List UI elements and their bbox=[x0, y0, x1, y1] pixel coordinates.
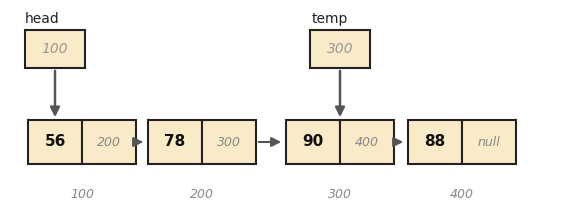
Text: 300: 300 bbox=[217, 135, 241, 148]
Text: 100: 100 bbox=[70, 189, 94, 201]
Bar bbox=[148, 120, 202, 164]
Text: 300: 300 bbox=[328, 189, 352, 201]
Text: 78: 78 bbox=[164, 134, 186, 150]
Text: 300: 300 bbox=[327, 42, 353, 56]
Text: 90: 90 bbox=[302, 134, 324, 150]
Text: temp: temp bbox=[312, 12, 349, 26]
Text: 200: 200 bbox=[190, 189, 214, 201]
Text: 56: 56 bbox=[44, 134, 66, 150]
Text: 100: 100 bbox=[42, 42, 68, 56]
Bar bbox=[202, 120, 256, 164]
Text: 88: 88 bbox=[424, 134, 445, 150]
Bar bbox=[286, 120, 340, 164]
Text: 200: 200 bbox=[97, 135, 121, 148]
Text: null: null bbox=[478, 135, 500, 148]
Bar bbox=[28, 120, 82, 164]
Bar bbox=[310, 30, 370, 68]
Bar bbox=[408, 120, 462, 164]
Text: 400: 400 bbox=[355, 135, 379, 148]
Text: head: head bbox=[25, 12, 60, 26]
Text: 400: 400 bbox=[450, 189, 474, 201]
Bar bbox=[25, 30, 85, 68]
Bar bbox=[340, 120, 394, 164]
Bar bbox=[82, 120, 136, 164]
Bar bbox=[462, 120, 516, 164]
